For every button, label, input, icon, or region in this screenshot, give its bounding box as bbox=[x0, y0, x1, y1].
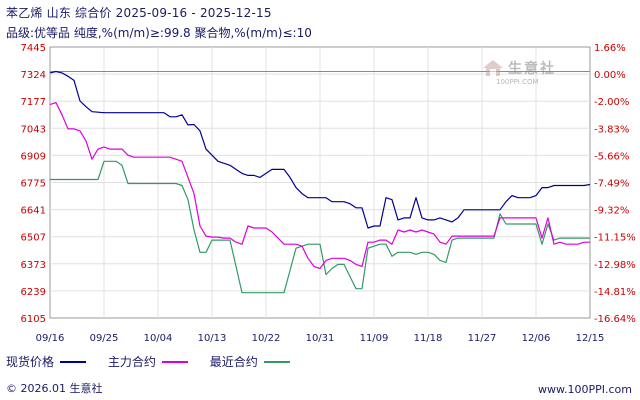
y-tick-right: -9.32% bbox=[594, 206, 629, 217]
x-tick: 12/15 bbox=[576, 333, 605, 344]
spot-price-line bbox=[49, 70, 591, 229]
legend-item-near: 最近合约 bbox=[210, 353, 294, 370]
y-tick-right: 0.00% bbox=[594, 70, 626, 81]
y-tick-left: 6909 bbox=[21, 151, 46, 162]
house-logo-icon bbox=[482, 59, 504, 77]
y-tick-left: 7445 bbox=[21, 43, 46, 54]
legend-label-near: 最近合约 bbox=[209, 355, 258, 369]
copyright: © 2026.01 生意社 bbox=[6, 382, 103, 395]
x-tick: 10/22 bbox=[252, 333, 281, 344]
watermark: 生意社 bbox=[482, 58, 556, 78]
y-tick-right: -7.49% bbox=[594, 179, 629, 190]
x-tick: 09/16 bbox=[36, 333, 65, 344]
legend-label-spot: 现货价格 bbox=[6, 355, 55, 369]
y-tick-left: 6641 bbox=[21, 206, 46, 217]
y-tick-left: 7324 bbox=[21, 70, 46, 81]
y-tick-right: 1.66% bbox=[594, 43, 626, 54]
x-tick: 09/25 bbox=[90, 333, 119, 344]
chart-subtitle: 品级:优等品 纯度,%(m/m)≥:99.8 聚合物,%(m/m)≤:10 bbox=[6, 26, 312, 40]
legend: 现货价格 主力合约 最近合约 bbox=[6, 353, 308, 370]
watermark-text: 生意社 bbox=[508, 61, 556, 77]
y-tick-right: -3.83% bbox=[594, 124, 629, 135]
legend-swatch-near bbox=[263, 360, 290, 363]
y-tick-left: 7043 bbox=[21, 124, 46, 135]
y-tick-left: 6105 bbox=[21, 314, 46, 325]
site-link[interactable]: www.100PPI.com bbox=[538, 383, 632, 396]
watermark-url: 100PPI.COM bbox=[496, 78, 539, 86]
chart-title: 苯乙烯 山东 综合价 2025-09-16 - 2025-12-15 bbox=[6, 6, 272, 20]
y-tick-left: 6775 bbox=[21, 179, 46, 190]
y-tick-left: 7177 bbox=[21, 97, 46, 108]
y-tick-left: 6507 bbox=[21, 233, 46, 244]
near-contract-line bbox=[50, 160, 590, 294]
y-tick-right: -5.66% bbox=[594, 151, 629, 162]
x-tick: 10/04 bbox=[144, 333, 173, 344]
x-tick: 12/06 bbox=[522, 333, 551, 344]
y-tick-right: -14.81% bbox=[594, 287, 636, 298]
legend-swatch-main bbox=[161, 360, 188, 363]
legend-swatch-spot bbox=[60, 360, 87, 363]
legend-item-spot: 现货价格 bbox=[6, 353, 90, 370]
y-tick-right: -2.00% bbox=[594, 97, 629, 108]
x-tick: 11/18 bbox=[414, 333, 443, 344]
x-tick: 10/31 bbox=[306, 333, 335, 344]
y-tick-left: 6373 bbox=[21, 260, 46, 271]
y-tick-left: 6239 bbox=[21, 287, 46, 298]
x-tick: 11/27 bbox=[468, 333, 497, 344]
legend-label-main: 主力合约 bbox=[107, 355, 156, 369]
y-tick-right: -12.98% bbox=[594, 260, 636, 271]
x-tick: 11/09 bbox=[360, 333, 389, 344]
x-tick: 10/13 bbox=[198, 333, 227, 344]
y-tick-right: -16.64% bbox=[594, 314, 636, 325]
y-tick-right: -11.15% bbox=[594, 233, 636, 244]
main-contract-line bbox=[49, 101, 590, 270]
legend-item-main: 主力合约 bbox=[108, 353, 192, 370]
